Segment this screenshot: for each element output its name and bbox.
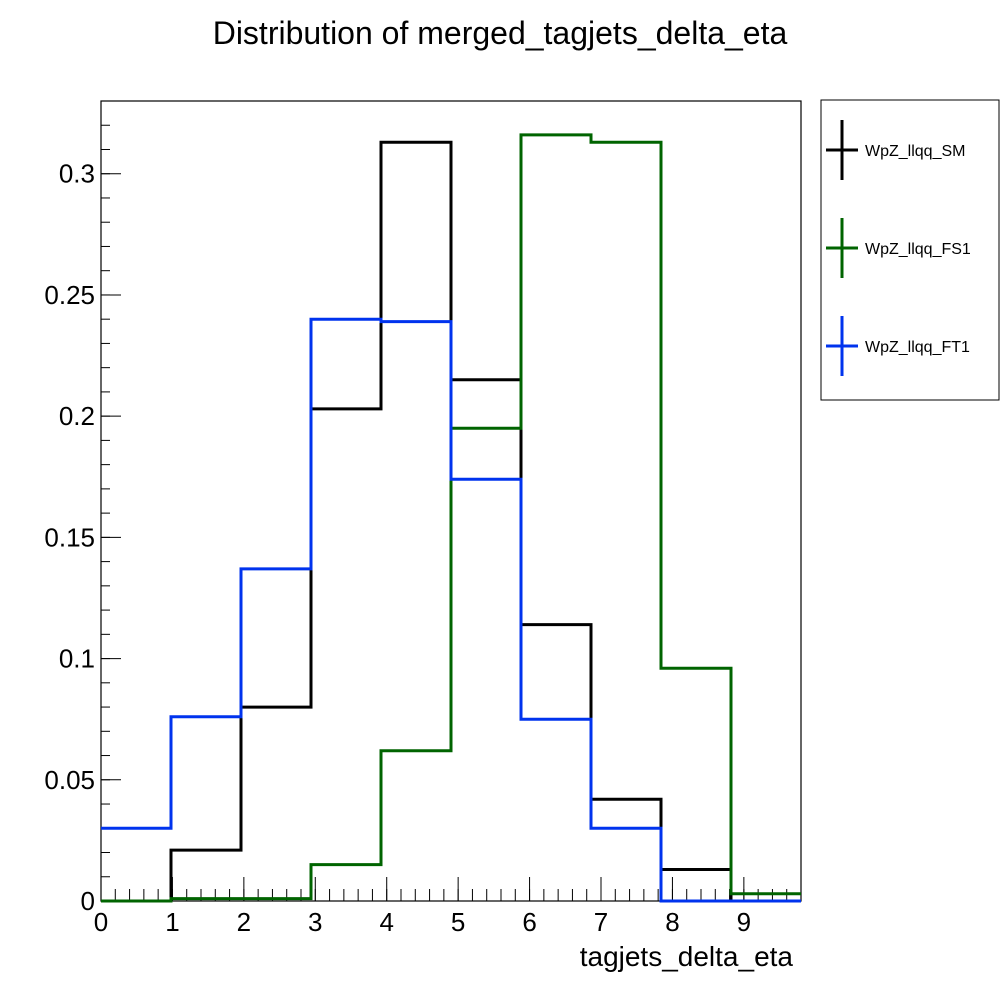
y-tick-label: 0.1: [59, 644, 95, 674]
legend-label: WpZ_llqq_FT1: [865, 339, 970, 356]
legend: WpZ_llqq_SM WpZ_llqq_FS1 WpZ_llqq_FT1: [826, 120, 971, 376]
x-axis: 0 1 2 3 4 5 6 7 8 9: [94, 877, 802, 937]
x-tick-label: 2: [237, 907, 251, 937]
x-tick-label: 8: [665, 907, 679, 937]
x-tick-label: 7: [594, 907, 608, 937]
x-tick-label: 4: [379, 907, 393, 937]
x-tick-label: 9: [737, 907, 751, 937]
x-axis-title: tagjets_delta_eta: [580, 941, 794, 972]
y-tick-label: 0.15: [44, 522, 95, 552]
y-tick-label: 0.05: [44, 765, 95, 795]
x-tick-label: 5: [451, 907, 465, 937]
plot-frame: [100, 100, 802, 902]
x-tick-label: 0: [94, 907, 108, 937]
y-tick-label: 0.3: [59, 159, 95, 189]
x-tick-label: 6: [522, 907, 536, 937]
series-line-2: [101, 317, 801, 903]
legend-label: WpZ_llqq_SM: [865, 143, 965, 160]
chart-title: Distribution of merged_tagjets_delta_eta: [213, 15, 788, 51]
x-tick-label: 1: [165, 907, 179, 937]
y-tick-label: 0.2: [59, 401, 95, 431]
y-tick-label: 0.25: [44, 280, 95, 310]
y-axis: 0 0.05 0.1 0.15 0.2 0.25 0.3: [44, 100, 121, 916]
y-tick-label: 0: [81, 886, 95, 916]
series-layer: [101, 133, 801, 903]
x-tick-label: 3: [308, 907, 322, 937]
legend-label: WpZ_llqq_FS1: [865, 241, 971, 258]
